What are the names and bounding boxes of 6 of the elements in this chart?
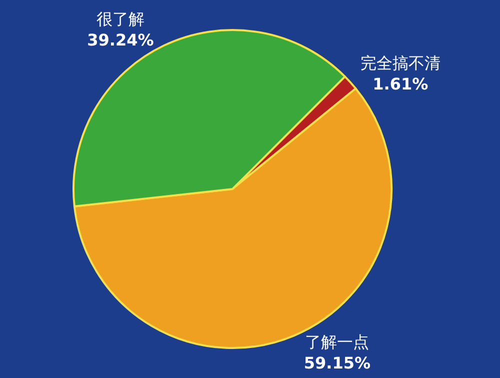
data-label: 1.61% (372, 74, 428, 94)
slice-label: 完全搞不清 (360, 54, 440, 73)
data-label: 39.24% (87, 30, 154, 50)
slice-label: 了解一点 (305, 332, 370, 352)
data-label: 59.15% (304, 353, 371, 372)
slice-label: 很了解 (96, 10, 144, 29)
